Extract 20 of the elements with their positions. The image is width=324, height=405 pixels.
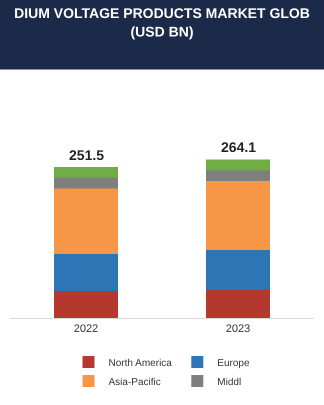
- legend-label: North America: [108, 358, 172, 369]
- legend-label: Asia-Pacific: [108, 376, 161, 388]
- bar: [54, 291, 118, 318]
- bar: [54, 166, 118, 178]
- bar: [206, 170, 270, 182]
- legend-label: Middl: [217, 376, 242, 388]
- bar: [206, 159, 270, 171]
- chart-title: DIUM VOLTAGE PRODUCTS MARKET GLOB: [14, 5, 310, 22]
- chart-subtitle: (USD BN): [130, 23, 194, 40]
- x-tick-label: 2023: [226, 323, 250, 336]
- legend-label: Europe: [217, 358, 250, 369]
- bar: [54, 254, 118, 292]
- bar: [206, 181, 270, 250]
- x-tick-label: 2022: [74, 323, 98, 336]
- annotation: 251.5: [69, 147, 104, 163]
- bar: [54, 188, 118, 254]
- bar: [54, 177, 118, 188]
- bar: [206, 290, 270, 318]
- bar: [206, 250, 270, 290]
- annotation: 264.1: [221, 139, 256, 155]
